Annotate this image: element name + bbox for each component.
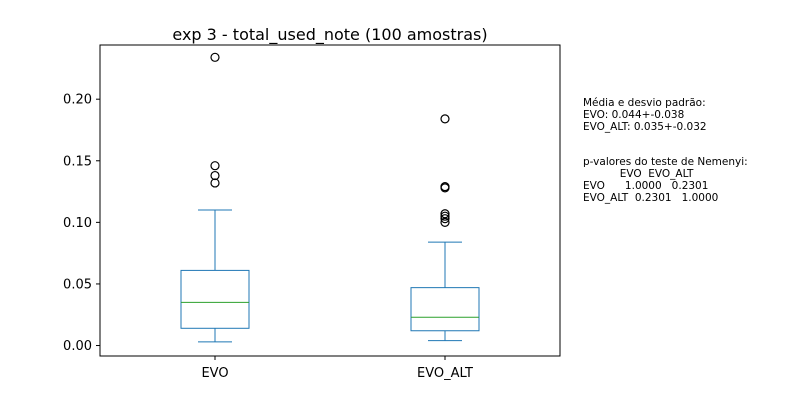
outlier-point (210, 161, 220, 171)
x-tick-label: EVO_ALT (417, 366, 473, 381)
outlier-point (210, 178, 220, 188)
outlier-point (440, 182, 450, 192)
outlier-point (440, 217, 450, 227)
y-tick-label: 0.10 (63, 216, 92, 231)
stats-annotation: Média e desvio padrão: EVO: 0.044+-0.038… (583, 97, 707, 133)
x-tick-label: EVO (201, 366, 228, 381)
axes-frame (99, 44, 561, 357)
outlier-point (210, 52, 220, 62)
outlier-point (440, 209, 450, 219)
outlier-point (440, 214, 450, 224)
outlier-point (210, 170, 220, 181)
chart-title: exp 3 - total_used_note (100 amostras) (172, 25, 487, 45)
iqr-box (180, 269, 250, 329)
plot-area: 0.00 0.05 0.10 0.15 0.20 EVO EVO_ALT (63, 44, 561, 381)
iqr-box (410, 287, 480, 332)
y-tick-label: 0.05 (63, 277, 92, 292)
outlier-point (440, 211, 450, 221)
y-tick-label: 0.20 (63, 93, 92, 108)
y-tick-label: 0.15 (63, 154, 92, 169)
nemenyi-pvalues-annotation: p-valores do teste de Nemenyi: EVO EVO_A… (583, 156, 748, 204)
outlier-point (440, 114, 450, 124)
y-tick-label: 0.00 (63, 339, 92, 354)
